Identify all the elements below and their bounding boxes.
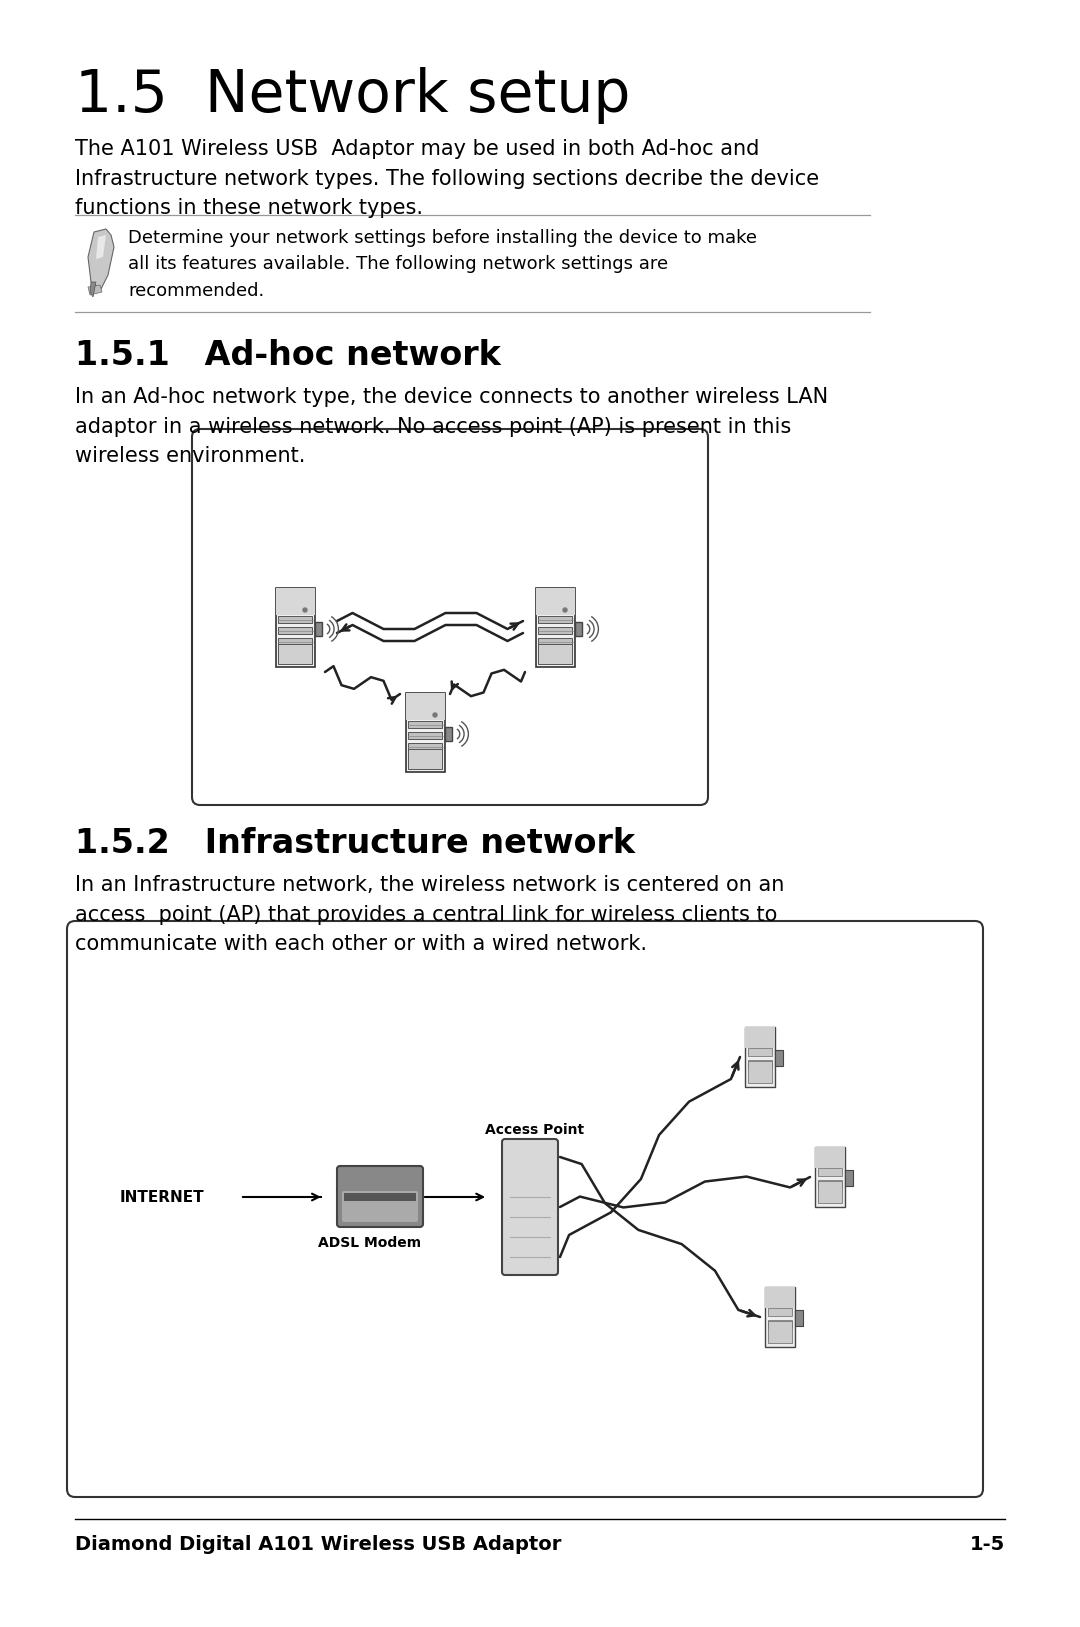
- FancyBboxPatch shape: [745, 1027, 775, 1048]
- FancyBboxPatch shape: [536, 587, 575, 615]
- FancyBboxPatch shape: [278, 617, 312, 623]
- Polygon shape: [87, 229, 114, 290]
- FancyBboxPatch shape: [278, 638, 312, 644]
- FancyBboxPatch shape: [67, 921, 983, 1497]
- Text: Access Point: Access Point: [485, 1123, 584, 1137]
- FancyBboxPatch shape: [408, 744, 442, 750]
- FancyBboxPatch shape: [818, 1180, 842, 1188]
- FancyBboxPatch shape: [768, 1321, 792, 1342]
- FancyBboxPatch shape: [818, 1181, 842, 1202]
- FancyBboxPatch shape: [815, 1147, 845, 1207]
- FancyBboxPatch shape: [748, 1061, 772, 1067]
- FancyBboxPatch shape: [406, 693, 445, 721]
- FancyBboxPatch shape: [748, 1061, 772, 1084]
- Text: INTERNET: INTERNET: [120, 1189, 204, 1204]
- Circle shape: [433, 713, 437, 718]
- FancyBboxPatch shape: [192, 430, 708, 805]
- FancyBboxPatch shape: [538, 626, 572, 635]
- FancyBboxPatch shape: [502, 1139, 558, 1276]
- FancyBboxPatch shape: [408, 721, 442, 727]
- Text: In an Infrastructure network, the wireless network is centered on an
access  poi: In an Infrastructure network, the wirele…: [75, 875, 784, 953]
- FancyBboxPatch shape: [818, 1168, 842, 1176]
- FancyBboxPatch shape: [337, 1167, 423, 1227]
- FancyBboxPatch shape: [276, 587, 315, 615]
- Text: 1.5  Network setup: 1.5 Network setup: [75, 67, 631, 124]
- FancyBboxPatch shape: [768, 1319, 792, 1328]
- FancyBboxPatch shape: [765, 1287, 795, 1347]
- FancyBboxPatch shape: [745, 1027, 775, 1087]
- FancyBboxPatch shape: [748, 1048, 772, 1056]
- Circle shape: [303, 608, 307, 612]
- Polygon shape: [90, 281, 96, 298]
- Circle shape: [563, 608, 567, 612]
- FancyBboxPatch shape: [345, 1193, 416, 1201]
- FancyBboxPatch shape: [408, 732, 442, 739]
- FancyBboxPatch shape: [276, 587, 315, 667]
- Text: ADSL Modem: ADSL Modem: [319, 1237, 421, 1250]
- FancyBboxPatch shape: [538, 638, 572, 644]
- FancyBboxPatch shape: [775, 1049, 783, 1066]
- FancyBboxPatch shape: [315, 622, 322, 636]
- FancyBboxPatch shape: [575, 622, 582, 636]
- Polygon shape: [96, 234, 106, 259]
- FancyBboxPatch shape: [342, 1191, 418, 1222]
- FancyBboxPatch shape: [815, 1147, 845, 1168]
- Text: Determine your network settings before installing the device to make
all its fea: Determine your network settings before i…: [129, 229, 757, 299]
- Polygon shape: [87, 285, 102, 294]
- Text: 1.5.2   Infrastructure network: 1.5.2 Infrastructure network: [75, 827, 635, 861]
- FancyBboxPatch shape: [278, 626, 312, 635]
- FancyBboxPatch shape: [765, 1287, 795, 1308]
- Text: In an Ad-hoc network type, the device connects to another wireless LAN
adaptor i: In an Ad-hoc network type, the device co…: [75, 387, 828, 467]
- FancyBboxPatch shape: [408, 748, 442, 770]
- FancyBboxPatch shape: [538, 617, 572, 623]
- Text: The A101 Wireless USB  Adaptor may be used in both Ad-hoc and
Infrastructure net: The A101 Wireless USB Adaptor may be use…: [75, 138, 819, 218]
- Text: Diamond Digital A101 Wireless USB Adaptor: Diamond Digital A101 Wireless USB Adapto…: [75, 1534, 562, 1554]
- FancyBboxPatch shape: [845, 1170, 853, 1186]
- FancyBboxPatch shape: [445, 727, 453, 740]
- FancyBboxPatch shape: [278, 644, 312, 664]
- FancyBboxPatch shape: [768, 1308, 792, 1316]
- FancyBboxPatch shape: [536, 587, 575, 667]
- FancyBboxPatch shape: [406, 693, 445, 771]
- FancyBboxPatch shape: [538, 644, 572, 664]
- FancyBboxPatch shape: [795, 1310, 804, 1326]
- Text: 1.5.1   Ad-hoc network: 1.5.1 Ad-hoc network: [75, 338, 501, 373]
- Text: 1-5: 1-5: [970, 1534, 1005, 1554]
